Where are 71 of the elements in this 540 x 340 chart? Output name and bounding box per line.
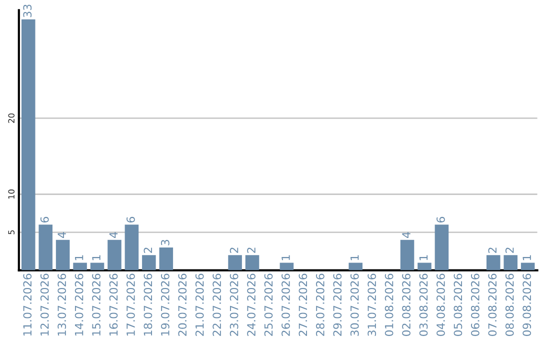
x-tick-label: 21.07.2026	[195, 274, 204, 336]
data-label: 2	[247, 248, 256, 253]
data-label: 1	[282, 255, 290, 260]
data-label: 4	[402, 232, 410, 238]
bar	[38, 224, 52, 270]
x-tick-label: 09.08.2026	[522, 274, 532, 336]
bar	[124, 224, 139, 270]
x-tick-label: 18.07.2026	[144, 274, 152, 336]
x-tick-label: 08.08.2026	[505, 274, 514, 336]
data-label: 2	[505, 248, 514, 253]
data-label: 2	[488, 248, 496, 253]
x-tick-label: 17.07.2026	[126, 274, 135, 336]
x-tick-label: 27.07.2026	[298, 274, 308, 336]
x-tick-label: 07.08.2026	[488, 274, 497, 336]
bar	[142, 255, 156, 270]
bar	[228, 255, 242, 270]
x-tick-label: 20.07.2026	[178, 274, 187, 336]
bar	[73, 262, 87, 270]
x-tick-label: 13.07.2026	[58, 274, 66, 336]
data-label: 1	[522, 255, 531, 260]
x-tick-label: 15.07.2026	[92, 274, 100, 336]
x-tick-label: 19.07.2026	[160, 274, 170, 336]
bar	[418, 262, 432, 270]
x-tick-label: 26.07.2026	[282, 274, 290, 336]
x-tick-label: 12.07.2026	[40, 274, 49, 336]
x-tick-label: 31.07.2026	[368, 274, 376, 336]
bar	[280, 262, 294, 270]
x-tick-label: 23.07.2026	[230, 274, 238, 336]
x-tick-label: 01.08.2026	[384, 274, 394, 336]
x-tick-label: 25.07.2026	[264, 274, 273, 336]
data-label: 4	[109, 232, 118, 238]
x-tick-label: 06.08.2026	[470, 274, 480, 336]
bar	[159, 247, 174, 270]
x-tick-label: 28.07.2026	[316, 274, 324, 336]
bar	[348, 262, 362, 270]
x-tick-label: 03.08.2026	[419, 274, 428, 336]
data-label: 1	[75, 255, 84, 260]
bar	[90, 262, 104, 270]
data-label: 6	[40, 216, 49, 223]
data-label: 1	[92, 255, 100, 260]
bar	[108, 240, 122, 270]
x-tick-label: 11.07.2026	[23, 274, 32, 336]
x-tick-label: 29.07.2026	[333, 274, 342, 336]
bar	[245, 255, 260, 270]
data-label: 2	[144, 248, 152, 253]
bar	[400, 240, 414, 270]
x-tick-label: 30.07.2026	[350, 274, 359, 336]
data-label: 33	[23, 4, 32, 18]
bar	[434, 224, 449, 270]
x-tick-label: 02.08.2026	[402, 274, 410, 336]
x-tick-label: 16.07.2026	[109, 274, 118, 336]
x-tick-label: 22.07.2026	[212, 274, 222, 336]
data-label: 1	[350, 255, 359, 260]
x-tick-label: 05.08.2026	[454, 274, 462, 336]
data-label: 1	[419, 255, 428, 260]
y-tick-label: 5	[8, 230, 15, 234]
data-label: 3	[160, 240, 170, 246]
x-tick-label: 24.07.2026	[247, 274, 256, 336]
data-label: 6	[126, 216, 135, 223]
data-label: 4	[58, 232, 66, 238]
data-label: 2	[230, 248, 238, 253]
data-label: 6	[436, 216, 445, 223]
bar	[520, 262, 535, 270]
bar	[21, 19, 36, 270]
bar	[486, 255, 500, 270]
x-tick-label: 04.08.2026	[436, 274, 445, 336]
x-tick-label: 14.07.2026	[74, 274, 84, 336]
bar	[56, 240, 70, 270]
bar	[504, 255, 518, 270]
y-tick-label: 20	[8, 113, 15, 123]
y-tick-label: 10	[8, 190, 15, 199]
